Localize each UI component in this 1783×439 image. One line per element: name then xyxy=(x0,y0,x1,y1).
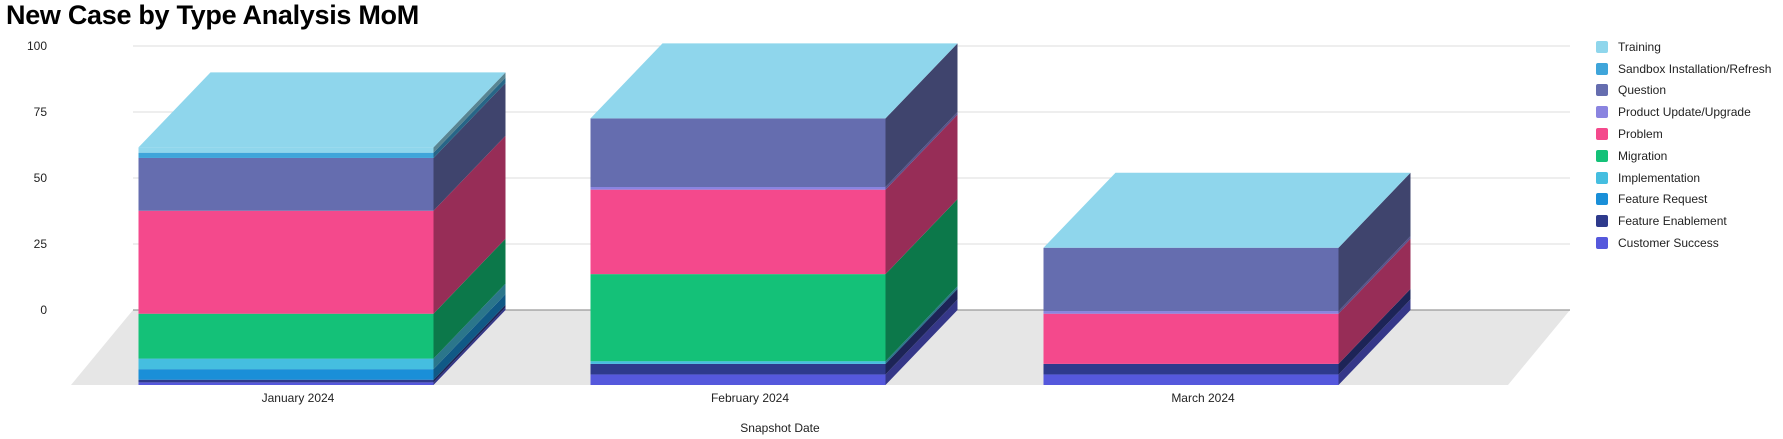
chart-title: New Case by Type Analysis MoM xyxy=(6,0,419,30)
legend-label: Problem xyxy=(1618,127,1663,142)
bar-segment xyxy=(138,379,434,383)
bar-top xyxy=(590,43,958,119)
bar-top xyxy=(1043,172,1411,248)
legend-label: Customer Success xyxy=(1618,236,1719,251)
bar-segment xyxy=(138,369,434,380)
bar-segment-side xyxy=(433,307,506,385)
legend-label: Sandbox Installation/Refresh xyxy=(1618,61,1772,76)
bar-segment xyxy=(138,157,434,211)
bar-segment-side xyxy=(433,82,506,211)
bar-segment xyxy=(1043,363,1339,375)
legend-swatch xyxy=(1596,128,1608,141)
y-tick-label: 50 xyxy=(34,171,48,185)
legend-label: Product Update/Upgrade xyxy=(1618,105,1751,120)
x-tick-label: January 2024 xyxy=(262,391,335,405)
legend-label: Migration xyxy=(1618,148,1668,163)
legend-item: Migration xyxy=(1596,145,1771,167)
y-tick-label: 0 xyxy=(40,303,47,317)
x-tick-label: February 2024 xyxy=(711,391,789,405)
bar-segment-side xyxy=(433,238,506,359)
bar-segment-side xyxy=(1338,238,1411,364)
legend-swatch xyxy=(1596,237,1608,250)
bar-segment xyxy=(590,361,886,364)
bar-segment xyxy=(138,152,434,158)
legend-item: Customer Success xyxy=(1596,232,1771,254)
chart-legend: Training Sandbox Installation/Refresh Ques… xyxy=(1596,36,1771,254)
bar-segment xyxy=(590,363,886,375)
bar-segment-side xyxy=(885,199,958,362)
bar-segment xyxy=(1043,374,1339,385)
legend-label: Training xyxy=(1618,39,1661,54)
bar-segment-side xyxy=(1338,172,1411,312)
bar-segment xyxy=(1043,311,1339,314)
y-tick-label: 75 xyxy=(34,105,48,119)
bar-segment-side xyxy=(433,77,506,158)
legend-swatch xyxy=(1596,215,1608,228)
bar-segment-side xyxy=(1338,299,1411,385)
legend-item: Feature Request xyxy=(1596,189,1771,211)
bar-segment xyxy=(138,358,434,370)
legend-item: Sandbox Installation/Refresh xyxy=(1596,58,1771,80)
legend-item: Product Update/Upgrade xyxy=(1596,101,1771,123)
bar-stack xyxy=(1043,172,1411,385)
bar-segment-side xyxy=(885,43,958,187)
legend-label: Question xyxy=(1618,83,1667,98)
bar-segment xyxy=(138,147,434,153)
y-tick-label: 25 xyxy=(34,237,48,251)
legend-swatch xyxy=(1596,84,1608,97)
legend-swatch xyxy=(1596,62,1608,75)
legend-swatch xyxy=(1596,193,1608,206)
legend-swatch xyxy=(1596,106,1608,119)
legend-item: Question xyxy=(1596,80,1771,102)
bar-segment-side xyxy=(433,304,506,383)
legend-item: Implementation xyxy=(1596,167,1771,189)
bar-segment-side xyxy=(885,114,958,275)
bar-segment-side xyxy=(433,72,506,153)
bar-segment-side xyxy=(885,299,958,385)
legend-swatch xyxy=(1596,149,1608,162)
bar-segment xyxy=(1043,247,1339,312)
legend-label: Implementation xyxy=(1618,170,1701,185)
bar-segment xyxy=(1043,313,1339,364)
legend-item: Feature Enablement xyxy=(1596,210,1771,232)
bar-segment xyxy=(138,382,434,385)
legend-label: Feature Request xyxy=(1618,192,1708,207)
y-tick-label: 100 xyxy=(27,39,47,53)
bar-segment-side xyxy=(885,286,958,364)
bar-segment xyxy=(138,210,434,314)
bar-segment xyxy=(590,274,886,362)
bar-segment-side xyxy=(433,135,506,314)
x-axis-title: Snapshot Date xyxy=(740,421,820,435)
legend-item: Training xyxy=(1596,36,1771,58)
bar-top xyxy=(138,72,506,148)
x-tick-label: March 2024 xyxy=(1171,391,1235,405)
legend-swatch xyxy=(1596,40,1608,53)
bar-segment xyxy=(590,187,886,190)
bar-segment-side xyxy=(1338,288,1411,375)
bar-segment-side xyxy=(1338,236,1411,314)
legend-item: Problem xyxy=(1596,123,1771,145)
bar-segment-side xyxy=(433,294,506,380)
bar-segment-side xyxy=(885,288,958,375)
legend-swatch xyxy=(1596,171,1608,184)
bar-segment xyxy=(138,313,434,359)
bar-segment xyxy=(590,189,886,275)
bar-segment xyxy=(590,118,886,187)
legend-label: Feature Enablement xyxy=(1618,214,1727,229)
bar-segment-side xyxy=(885,112,958,190)
bar-segment-side xyxy=(433,283,506,370)
bar-stack xyxy=(138,72,506,385)
bar-segment xyxy=(590,374,886,385)
bar-stack xyxy=(590,43,958,385)
